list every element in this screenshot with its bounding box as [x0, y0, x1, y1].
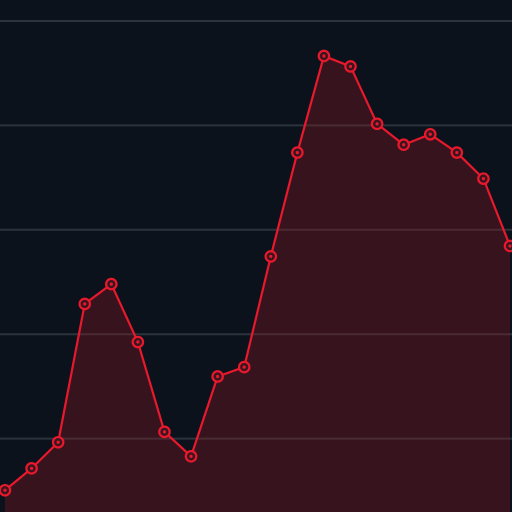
series-area	[5, 55, 510, 512]
data-point-center-2	[56, 440, 60, 444]
data-point-center-14	[375, 122, 379, 126]
data-point-center-18	[481, 177, 486, 181]
data-point-center-12	[322, 54, 326, 58]
data-point-center-15	[402, 143, 406, 147]
data-point-center-7	[189, 454, 193, 458]
data-point-center-5	[136, 340, 140, 344]
data-point-center-1	[29, 466, 34, 470]
data-point-center-17	[455, 150, 459, 155]
data-point-center-4	[109, 282, 113, 286]
data-point-center-0	[3, 488, 7, 492]
data-point-center-3	[83, 302, 87, 306]
data-point-center-19	[508, 244, 512, 248]
data-point-center-16	[428, 132, 432, 136]
data-point-center-13	[348, 64, 353, 69]
data-points	[0, 49, 512, 497]
data-point-center-9	[242, 365, 246, 369]
data-point-center-8	[216, 374, 220, 379]
data-point-center-10	[269, 254, 273, 259]
data-point-center-6	[162, 430, 167, 434]
data-point-center-11	[295, 150, 299, 155]
